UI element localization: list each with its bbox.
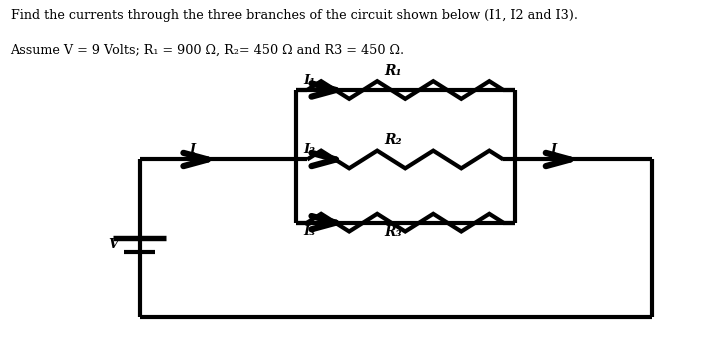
Text: I: I (190, 143, 196, 156)
Text: R₂: R₂ (384, 133, 402, 148)
Text: V: V (108, 238, 119, 251)
Text: R₃: R₃ (384, 225, 402, 239)
Text: I₁: I₁ (304, 74, 316, 87)
Text: Find the currents through the three branches of the circuit shown below (I1, I2 : Find the currents through the three bran… (11, 9, 578, 22)
Text: I₂: I₂ (304, 143, 316, 156)
Text: I₃: I₃ (304, 225, 316, 238)
Text: Assume V = 9 Volts; R₁ = 900 Ω, R₂= 450 Ω and R3 = 450 Ω.: Assume V = 9 Volts; R₁ = 900 Ω, R₂= 450 … (11, 44, 404, 57)
Text: R₁: R₁ (384, 64, 402, 78)
Text: I: I (550, 143, 557, 156)
